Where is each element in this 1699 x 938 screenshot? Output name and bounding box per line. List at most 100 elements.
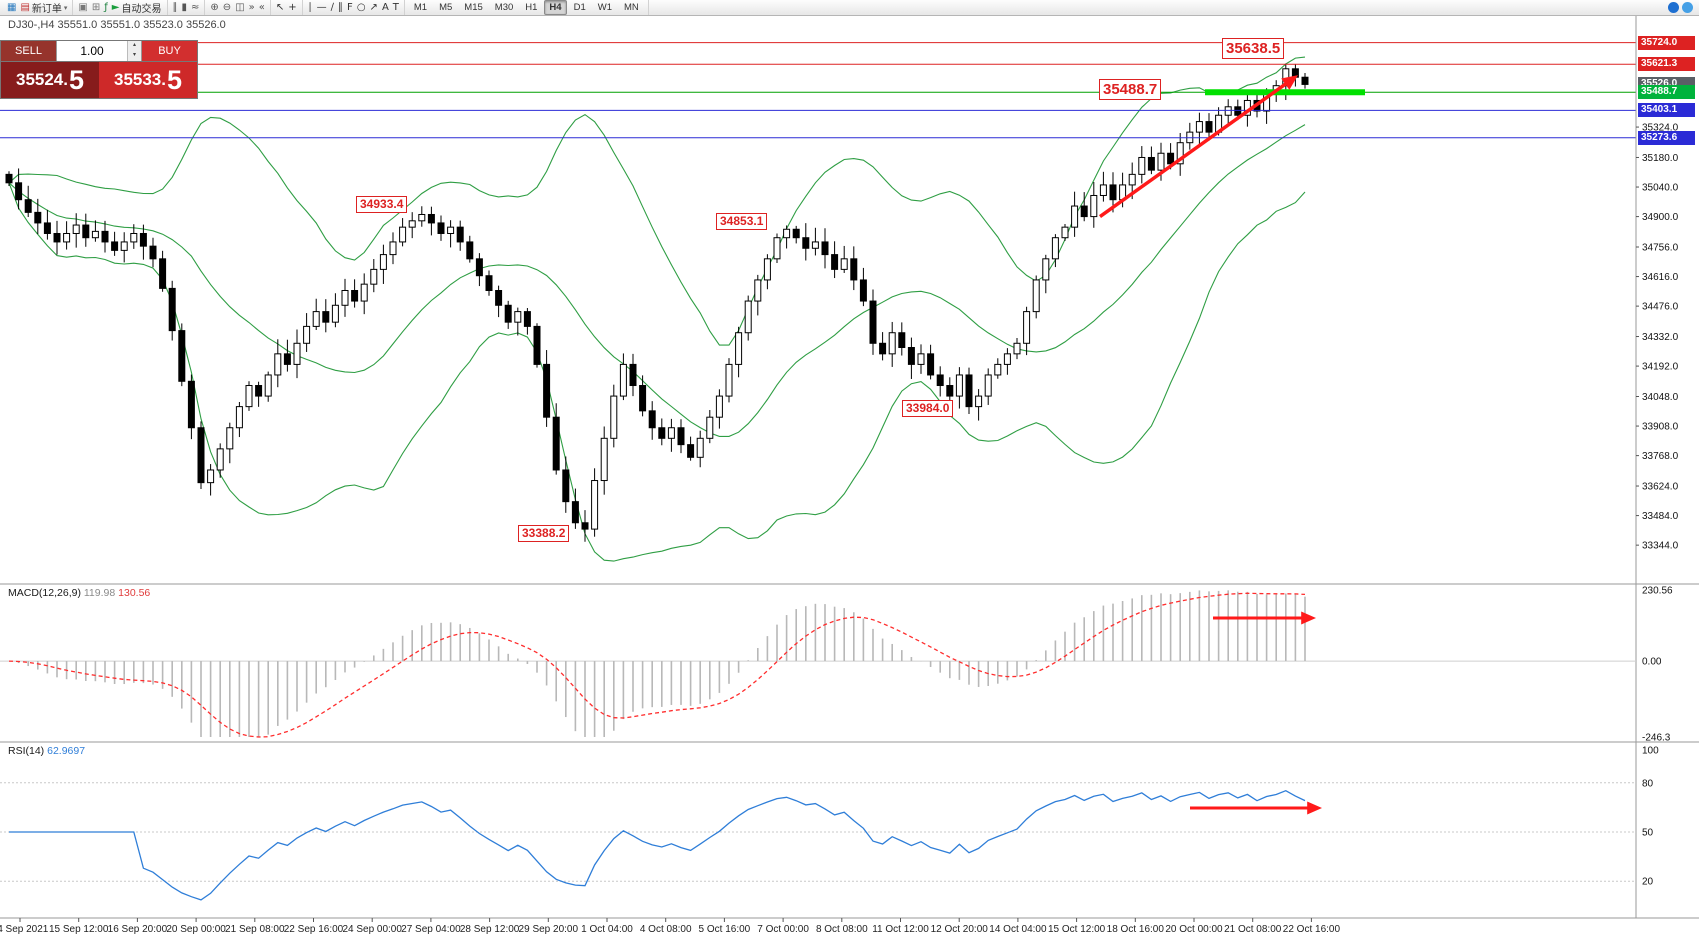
timeframe-m1[interactable]: M1 bbox=[413, 2, 428, 13]
candle bbox=[149, 245, 157, 260]
price-tick-label: 35180.0 bbox=[1642, 153, 1679, 164]
time-label: 8 Oct 08:00 bbox=[816, 924, 868, 935]
sell-price-main: 35524. bbox=[15, 70, 68, 89]
candle bbox=[763, 258, 771, 281]
horizontal-line-icon[interactable]: — bbox=[315, 1, 329, 15]
timeframe-h1[interactable]: H1 bbox=[525, 2, 538, 13]
candle bbox=[667, 427, 675, 439]
candle bbox=[811, 241, 819, 249]
candle bbox=[15, 182, 23, 201]
macd-value-1: 119.98 bbox=[83, 587, 116, 599]
new-order-button[interactable]: ▤ 新订单 ▾ bbox=[18, 1, 69, 15]
timeframe-mn[interactable]: MN bbox=[623, 2, 639, 13]
price-tick-label: 33768.0 bbox=[1642, 451, 1679, 462]
candle bbox=[802, 237, 810, 249]
lot-input[interactable] bbox=[57, 41, 127, 61]
help-icon[interactable] bbox=[1682, 2, 1693, 13]
candle bbox=[562, 469, 570, 503]
candle bbox=[427, 213, 435, 224]
bar-chart-icon[interactable]: ∥ bbox=[171, 1, 180, 15]
buy-price[interactable]: 35533. 5 bbox=[99, 62, 197, 98]
timeframe-m15[interactable]: M15 bbox=[464, 2, 483, 13]
lot-increase-button[interactable]: ▴ bbox=[128, 41, 141, 51]
sell-price[interactable]: 35524. 5 bbox=[1, 62, 99, 98]
lot-decrease-button[interactable]: ▾ bbox=[128, 51, 141, 61]
price-tick-label: 34192.0 bbox=[1642, 362, 1679, 373]
chart-shift-icon[interactable]: « bbox=[257, 1, 267, 15]
candle bbox=[331, 304, 339, 323]
chart-window-icon[interactable]: ▦ bbox=[5, 1, 18, 15]
candle bbox=[1080, 205, 1088, 218]
text-icon[interactable]: A bbox=[380, 1, 391, 15]
candle bbox=[399, 226, 407, 243]
candle bbox=[754, 279, 762, 302]
candle bbox=[437, 222, 445, 234]
tile-windows-icon[interactable]: ◫ bbox=[233, 1, 246, 15]
candle bbox=[1157, 152, 1165, 171]
candle bbox=[639, 385, 647, 412]
shapes-icon[interactable]: ○ bbox=[355, 1, 368, 15]
timeframe-w1[interactable]: W1 bbox=[597, 2, 612, 13]
autotrading-button-label: 自动交易 bbox=[121, 4, 162, 15]
candle bbox=[34, 211, 42, 224]
crosshair-icon[interactable]: + bbox=[286, 1, 298, 15]
trendline-icon-glyph: ∕ bbox=[330, 1, 335, 13]
price-tick-label: 33908.0 bbox=[1642, 422, 1679, 433]
time-label: 22 Oct 16:00 bbox=[1283, 924, 1341, 935]
zoom-in-icon[interactable]: ⊕ bbox=[208, 1, 220, 15]
rsi-axis-label: 50 bbox=[1642, 828, 1654, 839]
timeframe-d1[interactable]: D1 bbox=[573, 2, 586, 13]
new-order-glyph: ▤ bbox=[20, 1, 30, 13]
price-tick-label: 34756.0 bbox=[1642, 243, 1679, 254]
candle bbox=[687, 444, 695, 458]
candle bbox=[1224, 106, 1232, 116]
price-tick-label: 35040.0 bbox=[1642, 183, 1679, 194]
timeframe-h4[interactable]: H4 bbox=[544, 0, 567, 15]
macd-axis-label: -246.3 bbox=[1642, 733, 1671, 744]
candle bbox=[552, 416, 560, 471]
buy-button[interactable]: BUY bbox=[142, 41, 197, 61]
market-watch-icon[interactable]: ⊞ bbox=[90, 1, 102, 15]
profiles-icon[interactable]: ▣ bbox=[76, 1, 89, 15]
channel-icon[interactable]: ∥ bbox=[336, 1, 345, 15]
arrows-icon[interactable]: ↗ bbox=[368, 1, 380, 15]
time-label: 15 Oct 12:00 bbox=[1048, 924, 1106, 935]
candle bbox=[379, 254, 387, 270]
indicators-icon[interactable]: ƒ bbox=[102, 1, 110, 15]
candle bbox=[1023, 311, 1031, 344]
candle bbox=[898, 332, 906, 349]
time-label: 12 Oct 20:00 bbox=[931, 924, 989, 935]
timeframe-m5[interactable]: M5 bbox=[439, 2, 453, 13]
candle bbox=[168, 287, 176, 332]
vertical-line-icon[interactable]: ∣ bbox=[306, 1, 315, 15]
trade-widget-controls: SELL ▴ ▾ BUY bbox=[1, 41, 197, 62]
zoom-out-icon[interactable]: ⊖ bbox=[221, 1, 233, 15]
shapes-icon-glyph: ○ bbox=[356, 1, 366, 13]
candle bbox=[197, 427, 205, 484]
candle bbox=[543, 363, 551, 418]
candle bbox=[907, 347, 915, 365]
candle bbox=[975, 395, 983, 408]
candle bbox=[466, 241, 474, 260]
autotrading-button[interactable]: ► 自动交易 bbox=[110, 1, 164, 15]
candle bbox=[322, 311, 330, 323]
candle bbox=[936, 374, 944, 387]
candle bbox=[773, 237, 781, 260]
fibonacci-icon[interactable]: F bbox=[345, 1, 355, 15]
timeframe-m30[interactable]: M30 bbox=[494, 2, 514, 13]
vertical-line-icon-glyph: ∣ bbox=[307, 1, 313, 13]
time-label: 18 Oct 16:00 bbox=[1107, 924, 1165, 935]
auto-scroll-icon[interactable]: » bbox=[247, 1, 257, 15]
zoom-out-icon-glyph: ⊖ bbox=[222, 1, 232, 13]
line-chart-icon[interactable]: ≈ bbox=[189, 1, 201, 15]
candle bbox=[1128, 173, 1136, 186]
candle bbox=[245, 385, 253, 408]
trendline-icon[interactable]: ∕ bbox=[329, 1, 336, 15]
cursor-icon[interactable]: ↖ bbox=[274, 1, 286, 15]
community-icon[interactable] bbox=[1668, 2, 1679, 13]
sell-button[interactable]: SELL bbox=[1, 41, 56, 61]
candlestick-chart-icon[interactable]: ▮ bbox=[180, 1, 190, 15]
candle bbox=[111, 241, 119, 251]
text-label-icon[interactable]: T bbox=[391, 1, 401, 15]
